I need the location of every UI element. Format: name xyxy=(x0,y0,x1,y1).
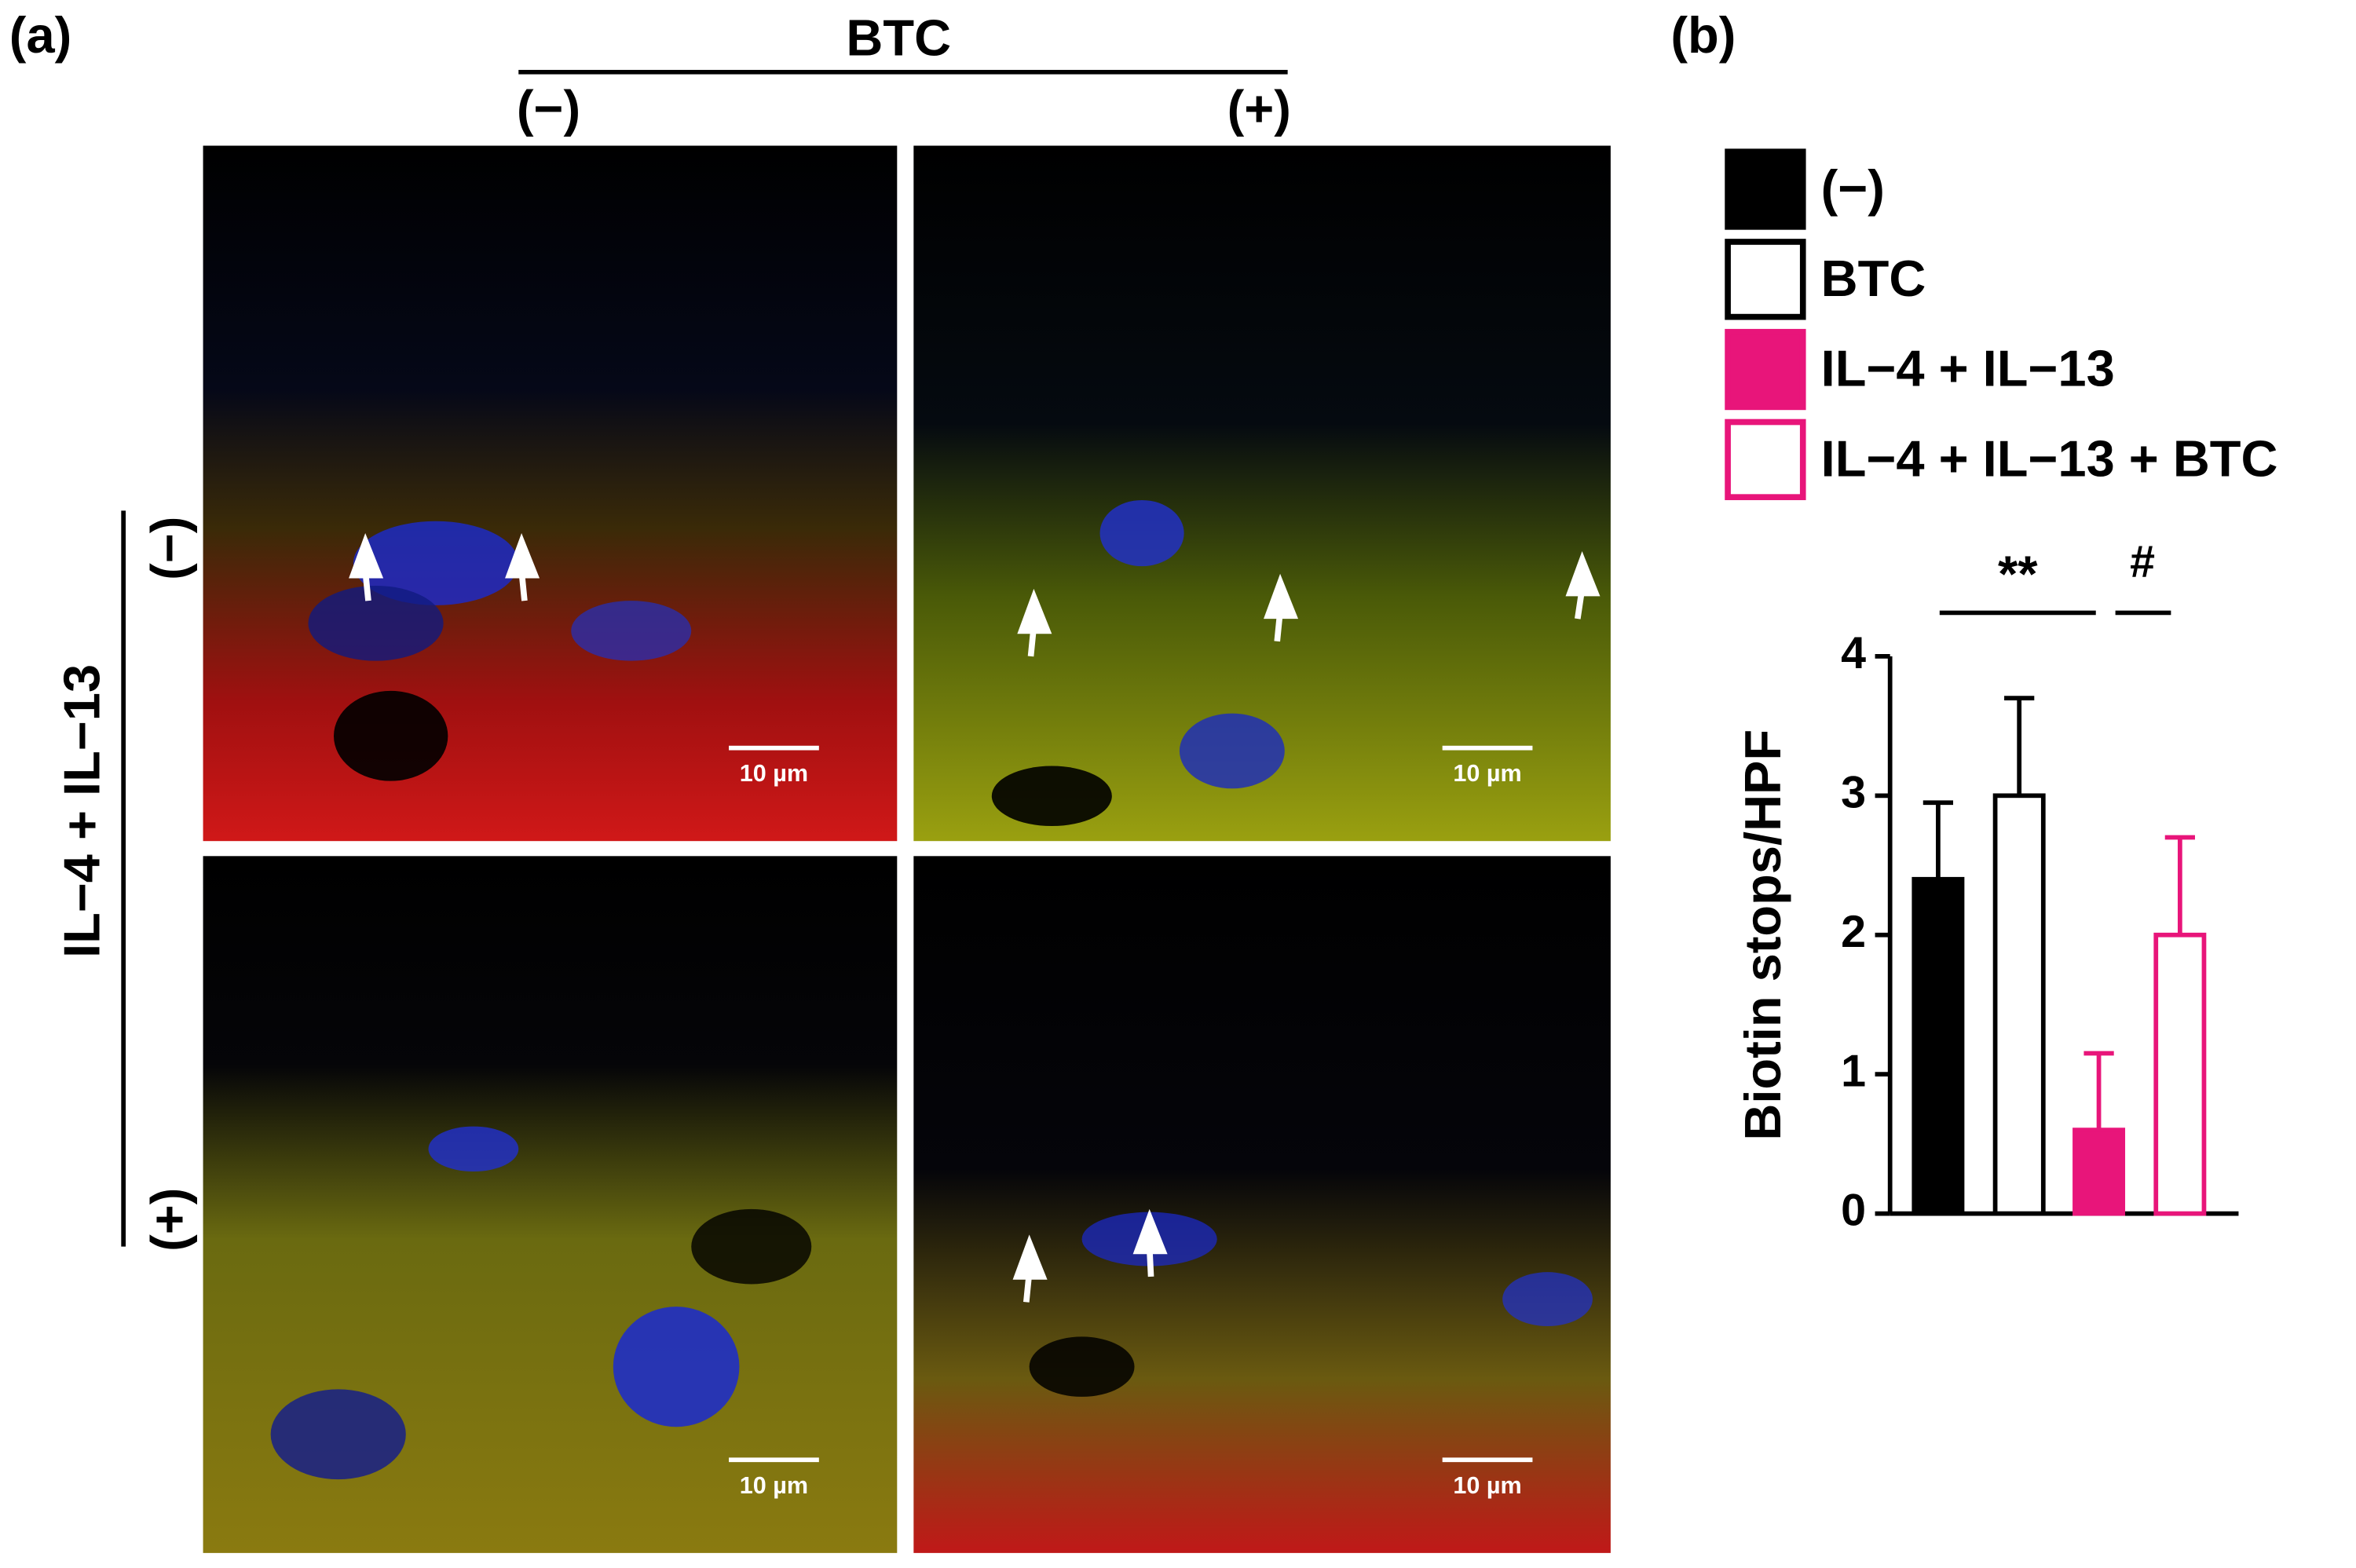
legend-label: (−) xyxy=(1821,159,1885,217)
column-label: (−) xyxy=(517,80,580,137)
significance-label: # xyxy=(2130,536,2155,587)
scale-bar-label: 10 µm xyxy=(740,1472,808,1499)
row-label: (+) xyxy=(140,1188,197,1252)
panel-label: (a) xyxy=(9,6,71,64)
scale-bar-label: 10 µm xyxy=(1453,760,1521,787)
column-label: (+) xyxy=(1227,80,1291,137)
y-tick-label: 4 xyxy=(1841,628,1866,678)
y-tick-label: 0 xyxy=(1841,1186,1866,1236)
row-label: (−) xyxy=(140,517,197,580)
legend-label: IL−4 + IL−13 xyxy=(1821,340,2115,397)
legend-swatch xyxy=(1725,239,1806,320)
legend-label: BTC xyxy=(1821,250,1926,307)
scale-bar-label: 10 µm xyxy=(740,760,808,787)
bar xyxy=(1912,876,1965,1216)
micrograph xyxy=(913,145,1611,842)
column-header: BTC xyxy=(846,9,951,67)
micrograph xyxy=(203,145,898,842)
row-header: IL−4 + IL−13 xyxy=(53,664,111,958)
micrograph xyxy=(203,856,898,1553)
bar xyxy=(2072,1128,2126,1216)
legend-swatch xyxy=(1725,418,1806,500)
legend-label: IL−4 + IL−13 + BTC xyxy=(1821,429,2278,487)
scale-bar-label: 10 µm xyxy=(1453,1472,1521,1499)
legend-swatch xyxy=(1725,148,1806,230)
y-axis-label: Biotin stops/HPF xyxy=(1734,729,1791,1141)
micrograph xyxy=(913,856,1611,1553)
legend-swatch xyxy=(1725,328,1806,411)
bar xyxy=(2153,932,2207,1216)
panel-label: (b) xyxy=(1670,6,1736,64)
y-tick-label: 2 xyxy=(1841,907,1866,957)
bar xyxy=(1992,793,2046,1216)
y-tick-label: 3 xyxy=(1841,767,1866,817)
y-tick-label: 1 xyxy=(1841,1046,1866,1096)
significance-label: ** xyxy=(1998,546,2038,603)
